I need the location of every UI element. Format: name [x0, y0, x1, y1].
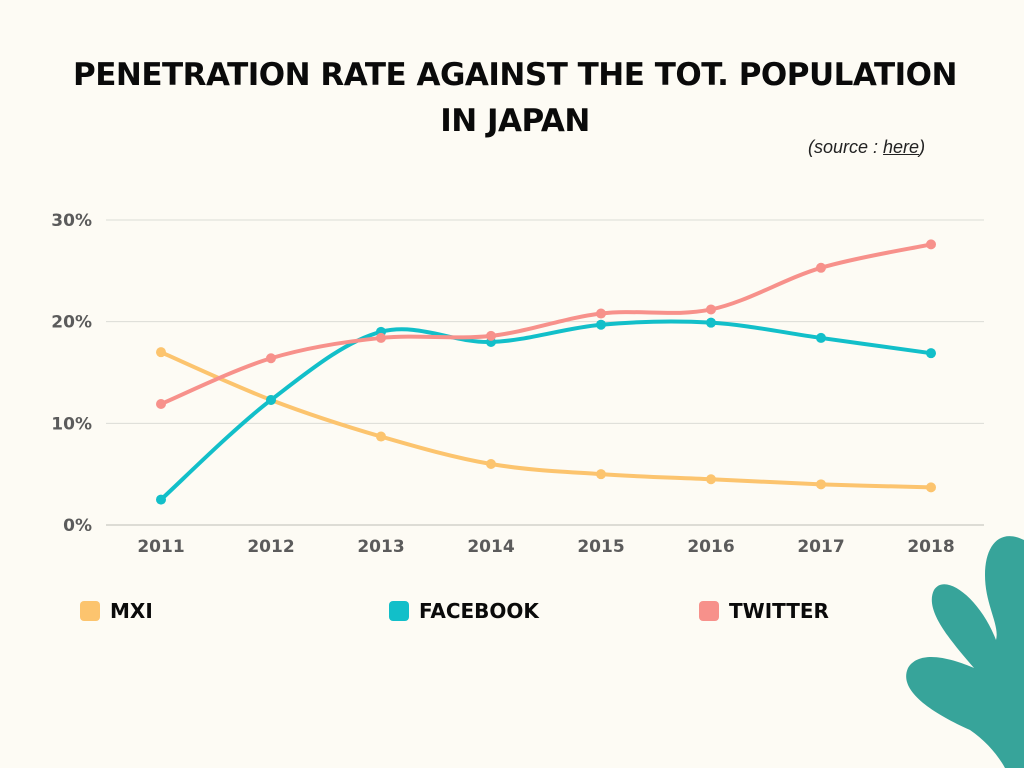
- source-note: (source : here): [808, 137, 925, 158]
- legend-label-twitter: TWITTER: [729, 599, 829, 623]
- x-tick-label: 2017: [797, 537, 844, 557]
- data-point-mxi: [596, 469, 606, 480]
- data-point-twitter: [486, 330, 496, 341]
- legend-swatch-facebook: [389, 601, 409, 621]
- data-point-mxi: [376, 431, 386, 442]
- data-point-facebook: [156, 494, 166, 505]
- legend-item-twitter: TWITTER: [699, 598, 829, 624]
- legend-swatch-mxi: [80, 601, 100, 621]
- chart-title-line-2: IN JAPAN: [440, 103, 590, 139]
- legend-label-mxi: MXI: [110, 599, 153, 623]
- data-point-mxi: [706, 474, 716, 485]
- legend-item-mxi: MXI: [80, 598, 153, 624]
- data-point-mxi: [816, 479, 826, 490]
- data-point-twitter: [376, 332, 386, 343]
- series-line-facebook: [159, 319, 933, 502]
- y-tick-label: 30%: [51, 211, 92, 231]
- data-point-twitter: [156, 399, 166, 410]
- data-point-twitter: [816, 262, 826, 273]
- data-point-facebook: [266, 394, 276, 405]
- data-point-facebook: [706, 317, 716, 328]
- y-tick-label: 20%: [51, 313, 92, 333]
- data-point-facebook: [816, 332, 826, 343]
- data-point-mxi: [926, 482, 936, 493]
- source-suffix: ): [919, 137, 926, 157]
- chart-title-line-1: PENETRATION RATE AGAINST THE TOT. POPULA…: [73, 57, 957, 93]
- x-tick-label: 2016: [687, 537, 734, 557]
- data-point-twitter: [596, 308, 606, 319]
- x-tick-label: 2018: [907, 537, 954, 557]
- data-point-mxi: [486, 459, 496, 469]
- legend-label-facebook: FACEBOOK: [419, 599, 539, 623]
- y-tick-label: 10%: [51, 414, 92, 434]
- series-line-mxi: [159, 350, 933, 490]
- data-point-twitter: [926, 239, 936, 250]
- legend-swatch-twitter: [699, 601, 719, 621]
- x-tick-label: 2012: [247, 537, 294, 557]
- x-tick-label: 2014: [467, 537, 514, 557]
- chart-title: PENETRATION RATE AGAINST THE TOT. POPULA…: [0, 52, 1024, 144]
- legend-item-facebook: FACEBOOK: [389, 598, 539, 624]
- source-link[interactable]: here: [883, 137, 920, 157]
- data-point-facebook: [926, 348, 936, 359]
- data-point-twitter: [266, 353, 276, 364]
- source-prefix: (source :: [808, 137, 884, 157]
- data-point-facebook: [596, 319, 606, 330]
- x-tick-label: 2015: [577, 537, 624, 557]
- x-tick-label: 2011: [137, 537, 184, 557]
- data-point-mxi: [156, 347, 166, 358]
- y-tick-label: 0%: [63, 516, 92, 536]
- series-line-twitter: [159, 242, 933, 407]
- x-tick-label: 2013: [357, 537, 404, 557]
- data-point-twitter: [706, 304, 716, 315]
